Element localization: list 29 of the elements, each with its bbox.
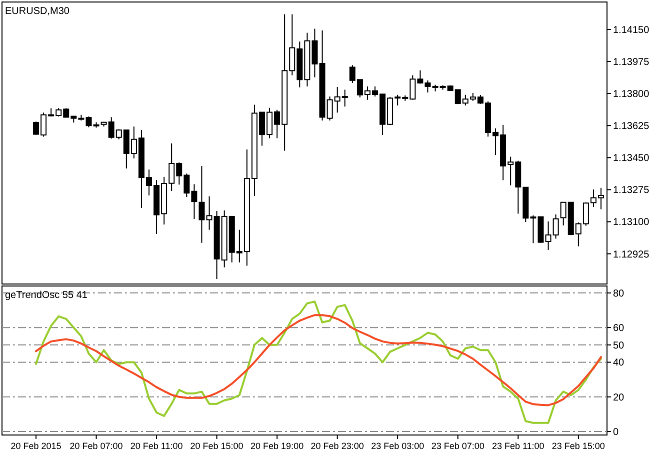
y-tick-label: 50: [613, 340, 625, 352]
x-tick-label: 20 Feb 23:00: [310, 441, 364, 451]
y-tick-label: 60: [613, 323, 625, 334]
y-tick-label: 1.14150: [613, 24, 650, 36]
x-tick-label: 20 Feb 19:00: [250, 441, 304, 451]
y-tick-label: 1.13975: [613, 57, 650, 68]
y-tick-label: 0: [613, 427, 619, 438]
chart-title: EURUSD,M30: [5, 6, 70, 17]
x-tick-label: 23 Feb 07:00: [431, 441, 484, 451]
y-tick-label: 20: [613, 392, 625, 404]
y-tick-label: 1.12925: [613, 249, 650, 260]
y-tick-label: 1.13625: [613, 121, 650, 132]
x-tick-label: 20 Feb 11:00: [130, 441, 183, 451]
line-series: [35, 314, 602, 406]
y-tick-label: 80: [613, 288, 625, 300]
x-tick-label: 23 Feb 15:00: [552, 441, 605, 451]
x-tick-label: 23 Feb 11:00: [492, 441, 544, 451]
x-tick-label: 23 Feb 03:00: [371, 441, 424, 451]
y-tick-label: 1.13450: [613, 153, 650, 164]
x-tick-label: 20 Feb 15:00: [190, 441, 244, 451]
line-series: [35, 300, 602, 424]
x-tick-label: 20 Feb 2015: [10, 441, 62, 451]
y-tick-label: 1.13800: [613, 89, 650, 100]
chart-title: geTrendOsc 55 41: [5, 290, 88, 301]
y-tick-label: 40: [613, 358, 625, 369]
y-tick-label: 1.13100: [613, 217, 650, 228]
x-tick-label: 20 Feb 07:00: [70, 441, 123, 451]
candlestick: [198, 166, 205, 244]
y-tick-label: 1.13275: [613, 185, 650, 196]
